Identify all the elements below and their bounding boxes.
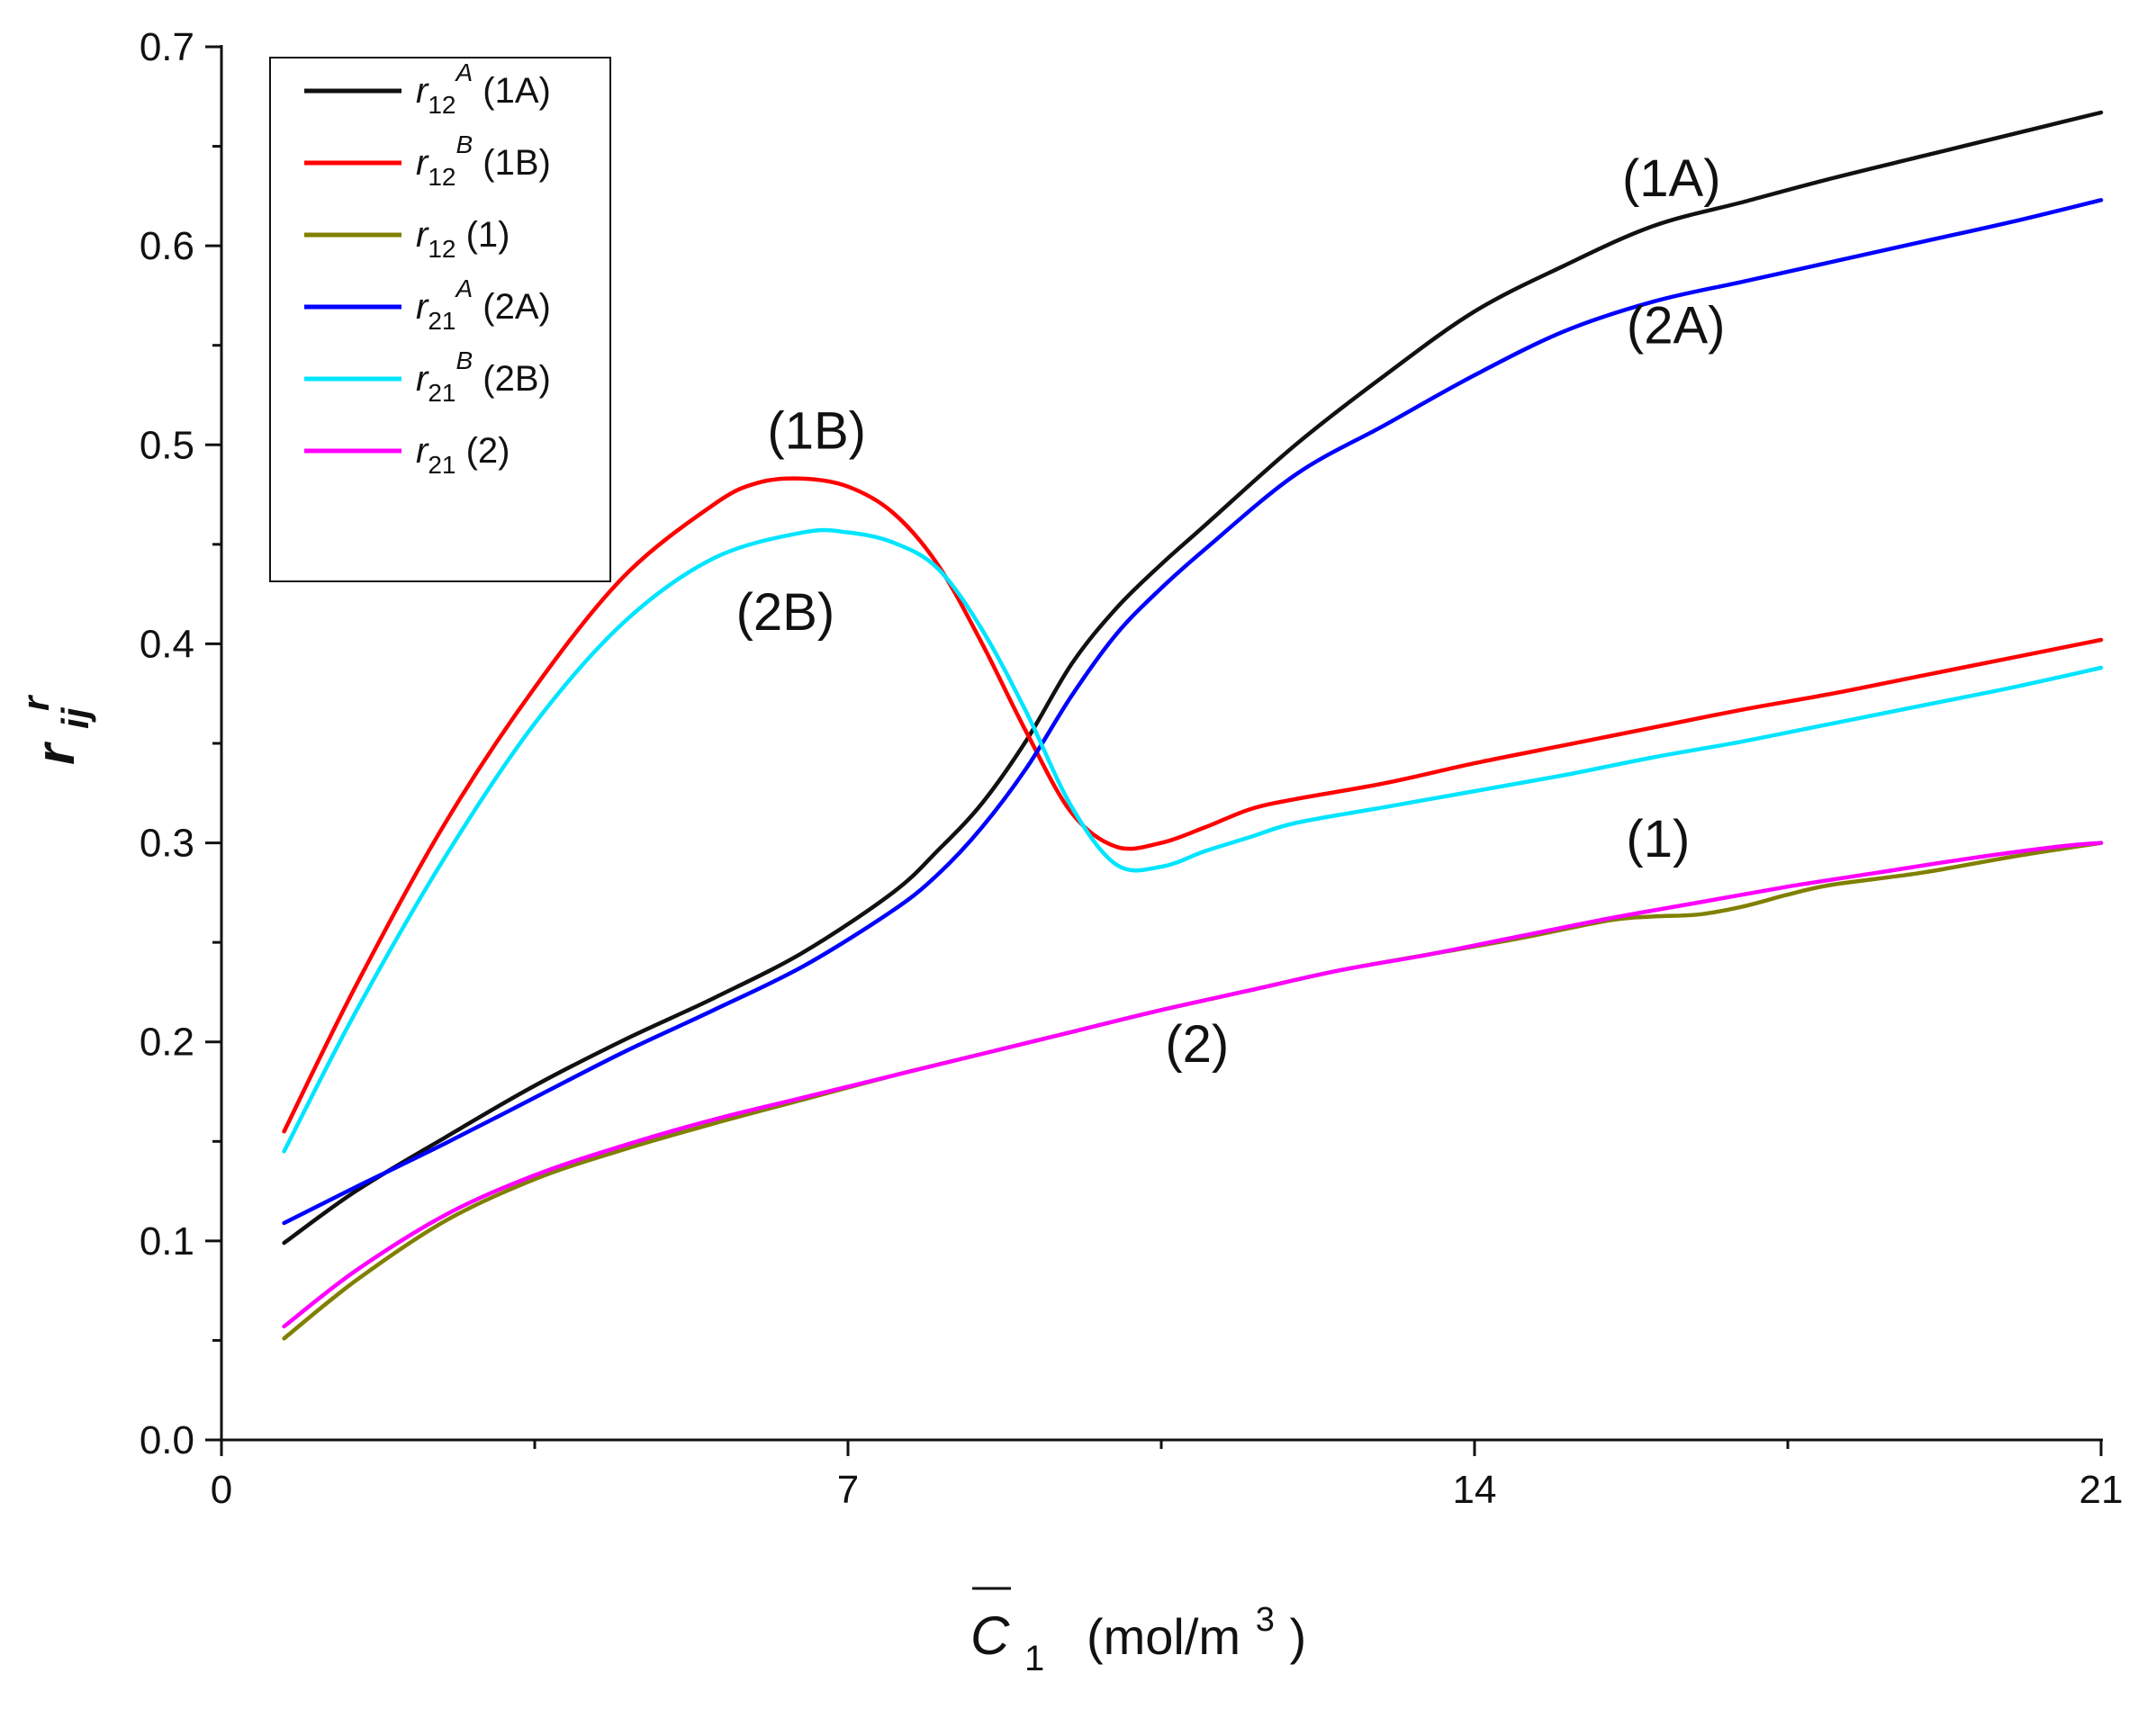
legend-label-superscript: B	[456, 346, 473, 374]
legend-label: r12 A (1A)	[416, 58, 551, 119]
y-tick-label: 0.5	[140, 423, 194, 467]
legend-box	[269, 57, 611, 582]
legend-label-subscript: 12	[428, 163, 456, 191]
legend-label-subscript: 21	[428, 451, 456, 479]
y-tick-label: 0.1	[140, 1219, 194, 1264]
curve-annotation: (2A)	[1627, 297, 1726, 355]
legend-label-superscript: A	[454, 274, 473, 302]
curve-annotation: (1B)	[767, 402, 866, 461]
legend-label-tag: (1A)	[473, 71, 551, 111]
legend-label-tag: (1B)	[473, 143, 551, 183]
x-axis-label-unit-superscript: 3	[1256, 1601, 1275, 1639]
legend-label: r12 (1)	[416, 215, 510, 263]
series-line-2b	[282, 527, 2104, 1154]
curve-annotation: (2)	[1165, 1015, 1229, 1074]
series-line-1a	[282, 110, 2104, 1246]
x-axis-label-subscript: 1	[1024, 1639, 1044, 1678]
series-layer	[282, 110, 2104, 1341]
y-tick-label: 0.6	[140, 224, 194, 268]
curve-annotation: (1)	[1626, 810, 1690, 868]
y-tick-label: 0.0	[140, 1418, 194, 1462]
y-axis-label: r ij r	[14, 693, 100, 765]
y-axis-label-base: r	[25, 741, 86, 765]
series-line-2	[282, 841, 2104, 1329]
legend-label-subscript: 12	[428, 235, 456, 263]
svg-text:r ij r: r ij r	[14, 693, 100, 765]
legend-label-base: r	[416, 287, 429, 327]
series-line-2a	[282, 198, 2104, 1226]
legend: r12A (1A)r12B (1B)r12 (1)r21A (2A)r21B (…	[269, 57, 611, 582]
x-tick-label: 21	[2079, 1468, 2124, 1512]
legend-label-tag: (1)	[456, 215, 510, 255]
legend-item-2a: r21 A (2A)	[304, 274, 551, 335]
legend-item-2: r21 (2)	[304, 431, 510, 479]
legend-label-tag: (2A)	[473, 287, 551, 327]
x-tick-label: 7	[837, 1468, 859, 1512]
axes: 0.0 0.1 0.2 0.3 0.4 0.5 0.6 0.7 0 7 14 21	[140, 25, 2124, 1512]
y-axis-label-subscript: ij	[54, 706, 96, 729]
x-axis-label-base: C	[970, 1606, 1010, 1666]
x-axis-label: C 1 (mol/m 3 )	[970, 1582, 1306, 1682]
legend-item-1a: r12 A (1A)	[304, 58, 551, 119]
legend-label-base: r	[416, 143, 429, 183]
legend-label-base: r	[416, 215, 429, 255]
legend-item-1b: r12B (1B)	[304, 130, 551, 191]
y-tick-label: 0.7	[140, 25, 194, 69]
series-line-1	[282, 841, 2104, 1341]
x-tick-label: 0	[211, 1468, 232, 1512]
legend-item-2b: r21B (2B)	[304, 346, 551, 407]
series-line-1b	[282, 476, 2104, 1134]
legend-label-subscript: 21	[428, 307, 456, 335]
x-axis-label-unit-close: )	[1290, 1608, 1307, 1665]
y-tick-label: 0.4	[140, 622, 194, 666]
legend-label-base: r	[416, 71, 429, 111]
legend-label: r21 A (2A)	[416, 274, 551, 335]
legend-label-subscript: 21	[428, 379, 456, 407]
legend-label: r21 (2)	[416, 431, 510, 479]
y-tick-label: 0.2	[140, 1021, 194, 1065]
svg-text:C 1 (mol/m 3: C 1 (mol/m 3 )	[970, 1582, 1306, 1682]
legend-label-tag: (2)	[456, 431, 510, 471]
x-axis-label-unit: (mol/m	[1087, 1608, 1240, 1665]
y-tick-label: 0.3	[140, 822, 194, 866]
legend-label-base: r	[416, 431, 429, 471]
x-tick-label: 14	[1453, 1468, 1497, 1512]
curve-annotation: (2B)	[736, 583, 835, 642]
legend-label-superscript: A	[454, 58, 473, 86]
legend-label-base: r	[416, 359, 429, 399]
legend-label-superscript: B	[456, 130, 473, 158]
legend-label: r21B (2B)	[416, 346, 551, 407]
legend-label-subscript: 12	[428, 91, 456, 119]
legend-label: r12B (1B)	[416, 130, 551, 191]
y-axis-label-superscript: r	[14, 694, 57, 711]
curve-annotations: (1A) (2A) (1B) (2B) (1) (2)	[736, 149, 1726, 1074]
curve-annotation: (1A)	[1622, 149, 1721, 208]
legend-item-1: r12 (1)	[304, 215, 510, 263]
legend-label-tag: (2B)	[473, 359, 551, 399]
